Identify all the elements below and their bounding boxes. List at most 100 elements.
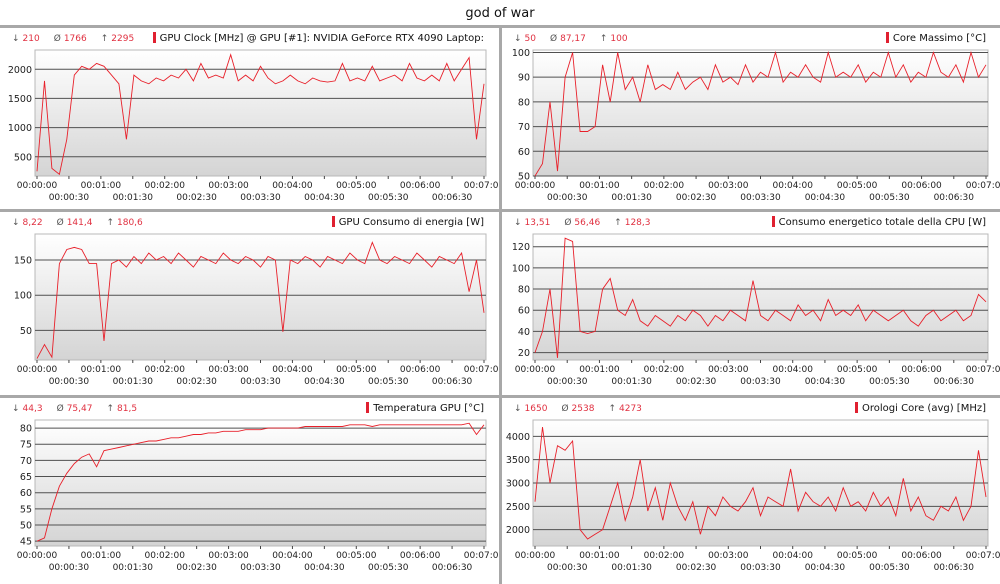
column-divider[interactable] [499,28,502,584]
x-tick-label: 00:01:00 [579,181,620,191]
y-tick-label: 75 [20,440,32,451]
x-tick-label: 00:02:00 [644,365,685,375]
y-tick-label: 100 [512,48,530,59]
x-tick-label: 00:03:00 [708,551,749,561]
x-tick-label: 00:05:30 [869,377,910,387]
y-tick-label: 60 [518,306,530,317]
y-tick-label: 70 [20,456,32,467]
stat-avg-icon: Ø [550,34,558,44]
series-line [534,50,987,177]
stat-avg: 75,47 [66,404,93,414]
stat-avg-icon: Ø [564,218,572,228]
chart-title[interactable]: Core Massimo [°C] [885,32,986,44]
plot-area [34,419,487,547]
chart-title[interactable]: Consumo energetico totale della CPU [W] [771,216,986,228]
line-chart: 45 50 55 60 65 70 75 80 00:00:00 00:00:30 00:01:00… [17,419,498,573]
chart-title[interactable]: Temperatura GPU [°C] [366,402,484,414]
x-tick-label: 00:04:00 [773,181,814,191]
line-chart: 500 1000 1500 2000 00:00:00 00:00:30 00:01:00 0… [8,49,498,203]
y-tick-label: 40 [518,327,530,338]
stat-min: 50 [524,34,536,44]
stat-min-icon: ↓ [514,34,522,44]
x-tick-label: 00:01:00 [579,551,620,561]
x-tick-label: 00:03:30 [740,377,781,387]
chart-title-text: Orologi Core (avg) [MHz] [862,403,986,414]
chart-title-text: Consumo energetico totale della CPU [W] [778,217,986,228]
stat-avg-icon: Ø [561,404,569,414]
plot-area [532,233,989,361]
x-tick-label: 00:01:00 [81,365,122,375]
x-tick-label: 00:06:00 [400,181,441,191]
chart-panel: ↓ 13,51 Ø 56,46 ↑ 128,3 Consumo energetico tot… [502,212,1000,395]
series-color-marker [771,216,775,227]
stat-max: 100 [610,34,628,44]
series-color-marker [855,402,859,413]
stat-max: 2295 [111,34,135,44]
x-tick-label: 00:06:30 [432,563,473,573]
chart-panel: ↓ 44,3 Ø 75,47 ↑ 81,5 Temperatura GPU [°C] 45 50… [0,398,498,584]
y-tick-label: 90 [518,73,530,84]
x-tick-label: 00:07:00 [464,181,498,191]
stat-max-icon: ↑ [106,404,114,414]
plot-area [34,49,487,177]
chart-title[interactable]: GPU Clock [MHz] @ GPU [#1]: NVIDIA GeFor… [152,32,484,44]
x-tick-label: 00:04:00 [773,551,814,561]
row-divider[interactable] [0,395,1000,398]
y-tick-label: 4000 [506,432,530,443]
y-tick-label: 80 [518,285,530,296]
x-tick-label: 00:06:00 [400,551,441,561]
chart-panel: ↓ 210 Ø 1766 ↑ 2295 GPU Clock [MHz] @ GPU [#1]… [0,28,498,209]
stat-max: 4273 [619,404,642,414]
y-tick-label: 2500 [506,502,530,513]
x-tick-label: 00:02:30 [676,193,717,203]
x-tick-label: 00:04:00 [272,551,313,561]
x-tick-label: 00:01:00 [81,181,122,191]
stats-row: ↓ 50 Ø 87,17 ↑ 100 [514,34,642,44]
y-tick-label: 80 [518,97,530,108]
row-divider[interactable] [0,209,1000,212]
stats-row: ↓ 210 Ø 1766 ↑ 2295 [12,34,148,44]
x-tick-label: 00:06:00 [901,365,942,375]
stats-row: ↓ 44,3 Ø 75,47 ↑ 81,5 [12,404,151,414]
stat-max: 128,3 [624,218,651,228]
x-tick-label: 00:02:30 [176,377,217,387]
x-tick-label: 00:02:30 [176,563,217,573]
series-line [36,422,485,542]
y-tick-label: 65 [20,472,32,483]
x-tick-label: 00:05:30 [869,193,910,203]
x-tick-label: 00:03:00 [708,181,749,191]
stat-min: 13,51 [524,218,551,228]
x-tick-label: 00:00:30 [547,193,588,203]
x-tick-label: 00:03:00 [708,365,749,375]
chart-title-text: Temperatura GPU [°C] [373,403,484,414]
stat-avg: 87,17 [560,34,586,44]
chart-title[interactable]: Orologi Core (avg) [MHz] [855,402,986,414]
x-tick-label: 00:02:00 [145,181,186,191]
x-tick-label: 00:05:30 [368,377,409,387]
x-tick-label: 00:03:00 [208,551,249,561]
chart-title[interactable]: GPU Consumo di energia [W] [331,216,484,228]
x-tick-label: 00:06:00 [901,551,942,561]
x-tick-label: 00:01:30 [113,563,154,573]
window-title: god of war [0,0,1000,28]
x-tick-label: 00:00:00 [515,551,556,561]
x-tick-label: 00:06:30 [432,193,473,203]
x-tick-label: 00:01:30 [611,563,652,573]
y-tick-label: 45 [20,537,32,548]
x-tick-label: 00:07:00 [966,365,1000,375]
y-tick-label: 1500 [8,94,32,105]
x-tick-label: 00:00:00 [17,365,58,375]
x-tick-label: 00:00:30 [49,563,90,573]
chart-title-text: GPU Clock [MHz] @ GPU [#1]: NVIDIA GeFor… [159,33,484,44]
x-tick-label: 00:02:30 [176,193,217,203]
chart-panel: ↓ 8,22 Ø 141,4 ↑ 180,6 GPU Consumo di energia … [0,212,498,395]
stat-min: 1650 [524,404,548,414]
x-tick-label: 00:00:00 [515,365,556,375]
x-tick-label: 00:04:30 [805,563,846,573]
stat-avg-icon: Ø [53,34,61,44]
stat-min-icon: ↓ [12,218,20,228]
x-tick-label: 00:06:30 [432,377,473,387]
x-tick-label: 00:06:30 [934,193,975,203]
stat-max: 180,6 [117,218,143,228]
y-tick-label: 60 [518,147,530,158]
